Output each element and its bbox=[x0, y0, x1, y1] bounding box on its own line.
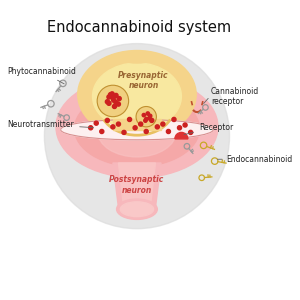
Ellipse shape bbox=[78, 50, 196, 138]
Circle shape bbox=[111, 96, 115, 100]
Ellipse shape bbox=[74, 91, 200, 167]
Circle shape bbox=[145, 117, 148, 121]
Circle shape bbox=[178, 126, 182, 130]
Text: Endocannabinoid: Endocannabinoid bbox=[226, 155, 292, 164]
Circle shape bbox=[94, 121, 98, 125]
Circle shape bbox=[150, 118, 154, 122]
Text: Receptor: Receptor bbox=[184, 123, 233, 135]
Circle shape bbox=[144, 130, 148, 134]
Ellipse shape bbox=[118, 52, 155, 63]
Text: Presynaptic
neuron: Presynaptic neuron bbox=[118, 71, 169, 90]
Circle shape bbox=[112, 104, 116, 109]
Text: Cannabinoid
receptor: Cannabinoid receptor bbox=[211, 87, 259, 106]
Ellipse shape bbox=[117, 199, 157, 219]
Circle shape bbox=[100, 130, 104, 134]
Circle shape bbox=[114, 93, 118, 98]
Wedge shape bbox=[175, 132, 188, 139]
Polygon shape bbox=[113, 119, 161, 130]
Circle shape bbox=[148, 117, 151, 120]
Circle shape bbox=[144, 119, 147, 122]
Circle shape bbox=[155, 125, 159, 129]
Circle shape bbox=[89, 126, 93, 130]
Text: Phytocannabinoid: Phytocannabinoid bbox=[8, 67, 76, 84]
Polygon shape bbox=[118, 163, 155, 203]
Circle shape bbox=[105, 118, 110, 122]
Circle shape bbox=[128, 117, 132, 122]
Ellipse shape bbox=[61, 119, 213, 140]
Circle shape bbox=[116, 102, 120, 106]
Circle shape bbox=[172, 117, 176, 122]
Circle shape bbox=[107, 95, 111, 99]
Circle shape bbox=[133, 126, 137, 130]
Circle shape bbox=[189, 130, 193, 134]
Text: Endocannabinoid system: Endocannabinoid system bbox=[47, 20, 231, 34]
Text: Neurotransmitter: Neurotransmitter bbox=[8, 120, 94, 129]
Polygon shape bbox=[113, 58, 161, 119]
Circle shape bbox=[116, 122, 121, 126]
Circle shape bbox=[112, 98, 116, 102]
Circle shape bbox=[136, 106, 156, 127]
Circle shape bbox=[183, 123, 187, 127]
Circle shape bbox=[97, 85, 129, 117]
Circle shape bbox=[139, 122, 143, 126]
Circle shape bbox=[109, 93, 112, 97]
Circle shape bbox=[107, 101, 111, 105]
Circle shape bbox=[114, 100, 118, 105]
Circle shape bbox=[111, 125, 115, 129]
Ellipse shape bbox=[120, 202, 154, 217]
Circle shape bbox=[110, 92, 114, 96]
Circle shape bbox=[117, 97, 121, 101]
Ellipse shape bbox=[92, 63, 182, 130]
Circle shape bbox=[44, 44, 230, 229]
Ellipse shape bbox=[98, 106, 176, 157]
Circle shape bbox=[161, 122, 165, 126]
Polygon shape bbox=[113, 163, 161, 207]
Ellipse shape bbox=[56, 76, 218, 178]
Circle shape bbox=[142, 113, 146, 117]
Circle shape bbox=[148, 114, 152, 118]
Text: Postsynaptic
neuron: Postsynaptic neuron bbox=[109, 176, 165, 195]
Circle shape bbox=[122, 130, 126, 134]
Circle shape bbox=[146, 112, 149, 115]
Circle shape bbox=[167, 130, 170, 134]
Circle shape bbox=[105, 100, 110, 104]
